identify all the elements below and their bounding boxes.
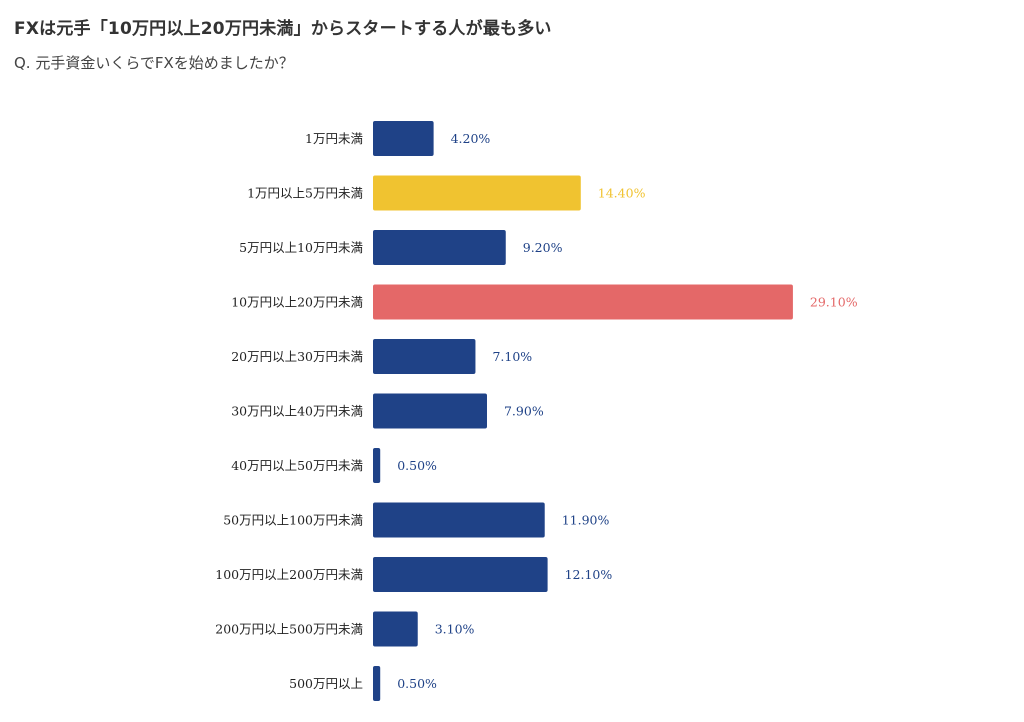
category-label: 5万円以上10万円未満: [239, 240, 363, 255]
value-label: 4.20%: [451, 131, 491, 146]
value-label: 12.10%: [565, 567, 613, 582]
bar: [373, 121, 434, 156]
category-label: 10万円以上20万円未満: [231, 295, 363, 310]
category-label: 1万円以上5万円未満: [247, 186, 363, 201]
bar: [373, 611, 418, 647]
value-label: 7.90%: [504, 404, 544, 419]
value-label: 3.10%: [435, 622, 475, 637]
category-label: 40万円以上50万円未満: [231, 458, 363, 473]
bar: [373, 175, 581, 211]
value-label: 0.50%: [397, 458, 437, 473]
value-label: 29.10%: [810, 295, 858, 310]
bar: [373, 666, 381, 701]
bar: [373, 339, 476, 374]
category-label: 20万円以上30万円未満: [231, 349, 363, 364]
bar: [373, 448, 381, 483]
value-label: 0.50%: [397, 676, 437, 691]
category-label: 50万円以上100万円未満: [223, 513, 363, 528]
bar: [373, 502, 545, 538]
category-label: 500万円以上: [289, 676, 363, 691]
bar: [373, 557, 548, 592]
page-subtitle: Q. 元手資金いくらでFXを始めましたか？: [14, 54, 294, 72]
bar: [373, 230, 506, 265]
page-title: FXは元手「10万円以上20万円未満」からスタートする人が最も多い: [14, 19, 552, 39]
value-label: 9.20%: [523, 240, 563, 255]
category-label: 100万円以上200万円未満: [215, 567, 363, 582]
bar: [373, 284, 793, 320]
value-label: 11.90%: [562, 513, 610, 528]
category-label: 30万円以上40万円未満: [231, 404, 363, 419]
category-label: 1万円未満: [305, 131, 363, 146]
category-label: 200万円以上500万円未満: [215, 622, 363, 637]
value-label: 7.10%: [492, 349, 532, 364]
bar: [373, 393, 487, 429]
value-label: 14.40%: [598, 186, 646, 201]
